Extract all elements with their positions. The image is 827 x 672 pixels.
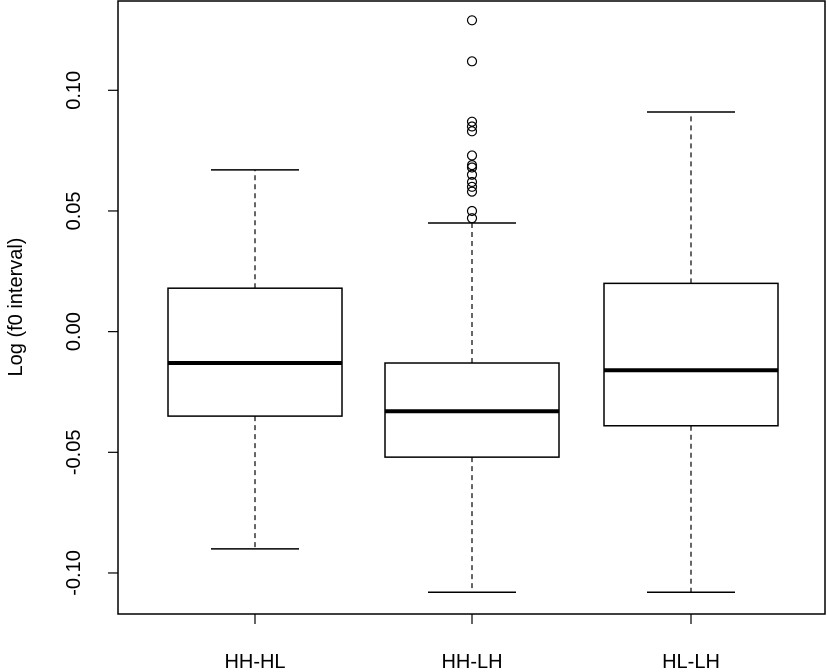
iqr-box xyxy=(603,282,779,427)
outlier-point xyxy=(466,150,478,161)
outlier-point xyxy=(466,15,478,26)
outlier-point xyxy=(466,162,478,173)
x-tick-label: HH-LH xyxy=(441,651,502,672)
y-tick-label: -0.10 xyxy=(63,550,85,596)
outlier-point xyxy=(466,56,478,67)
y-tick-label: 0.10 xyxy=(63,71,85,110)
y-axis: -0.10 -0.05 0.00 0.05 0.10 xyxy=(63,71,118,596)
y-axis-label: Log (f0 interval) xyxy=(5,238,27,377)
outlier-point xyxy=(466,205,478,217)
outlier-point xyxy=(466,121,478,132)
boxes-layer xyxy=(167,15,779,594)
y-tick-label: -0.05 xyxy=(63,430,85,476)
iqr-box xyxy=(167,287,343,417)
x-axis: HH-HL HH-LH HL-LH xyxy=(224,614,720,672)
y-tick-label: 0.05 xyxy=(63,191,85,230)
x-tick-label: HH-HL xyxy=(224,651,285,672)
outlier-point xyxy=(466,160,478,171)
outlier-point xyxy=(466,126,478,137)
outlier-point xyxy=(466,116,478,127)
box-group-hl-lh xyxy=(603,111,779,594)
outlier-point xyxy=(466,169,478,180)
box-group-hh-lh xyxy=(384,15,560,594)
x-tick-label: HL-LH xyxy=(662,651,720,672)
outlier-point xyxy=(466,181,478,192)
outlier-point xyxy=(466,213,478,224)
box-group-hh-hl xyxy=(167,169,343,550)
outlier-point xyxy=(466,176,478,188)
outlier-point xyxy=(466,186,478,197)
y-tick-label: 0.00 xyxy=(63,312,85,351)
